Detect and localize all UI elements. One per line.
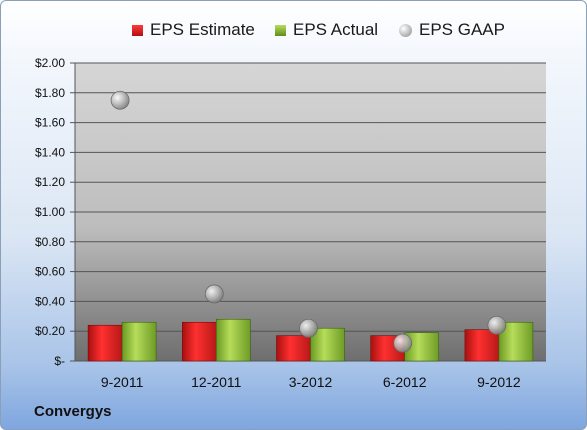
x-axis-labels: 9-2011 12-2011 3-2012 6-2012 9-2012 xyxy=(101,374,521,390)
legend-label-eps-gaap: EPS GAAP xyxy=(419,20,505,39)
y-tick-label: $0.40 xyxy=(35,294,65,308)
gaap-markers xyxy=(110,90,507,353)
x-tick-label: 3-2012 xyxy=(289,374,333,390)
bar-eps-estimate xyxy=(276,335,311,362)
y-tick-label: $1.20 xyxy=(35,175,65,189)
legend-item-eps-estimate: EPS Estimate xyxy=(132,17,255,43)
point-eps-gaap xyxy=(487,315,507,335)
y-tick-label: $0.60 xyxy=(35,265,65,279)
bar-eps-estimate xyxy=(87,324,123,362)
legend-item-eps-gaap: EPS GAAP xyxy=(399,17,505,43)
y-tick-label: $- xyxy=(54,354,65,368)
bar-eps-actual xyxy=(216,318,251,362)
y-tick-label: $0.20 xyxy=(35,324,65,338)
y-tick-label: $1.60 xyxy=(35,116,65,130)
legend-swatch-eps-actual xyxy=(275,24,286,36)
bar-eps-estimate xyxy=(182,321,217,362)
x-tick-label: 6-2012 xyxy=(383,374,427,390)
company-name: Convergys xyxy=(34,403,112,420)
y-tick-label: $1.80 xyxy=(35,86,65,100)
legend-item-eps-actual: EPS Actual xyxy=(275,17,378,43)
bar-eps-actual xyxy=(121,321,157,362)
legend-label-eps-actual: EPS Actual xyxy=(293,20,379,39)
legend-swatch-eps-estimate xyxy=(132,24,143,36)
x-tick-label: 9-2012 xyxy=(477,374,521,390)
legend-label-eps-estimate: EPS Estimate xyxy=(150,20,255,39)
point-eps-gaap xyxy=(299,318,318,338)
legend-swatch-eps-gaap xyxy=(399,23,412,37)
point-eps-gaap xyxy=(393,333,413,353)
point-eps-gaap xyxy=(204,284,224,304)
x-tick-label: 12-2011 xyxy=(191,374,242,390)
y-axis-ticks: $- $0.20 $0.40 $0.60 $0.80 $1.00 $1.20 $1.40 $1.… xyxy=(35,56,65,368)
y-tick-label: $1.00 xyxy=(35,205,65,219)
x-tick-label: 9-2011 xyxy=(101,374,144,390)
point-eps-gaap xyxy=(110,90,130,110)
y-tick-label: $2.00 xyxy=(35,56,65,70)
bar-eps-actual xyxy=(310,327,345,362)
bar-eps-estimate xyxy=(464,329,500,362)
y-tick-label: $1.40 xyxy=(35,145,65,159)
y-tick-label: $0.80 xyxy=(35,235,65,249)
legend: EPS Estimate EPS Actual EPS GAAP xyxy=(1,17,586,43)
